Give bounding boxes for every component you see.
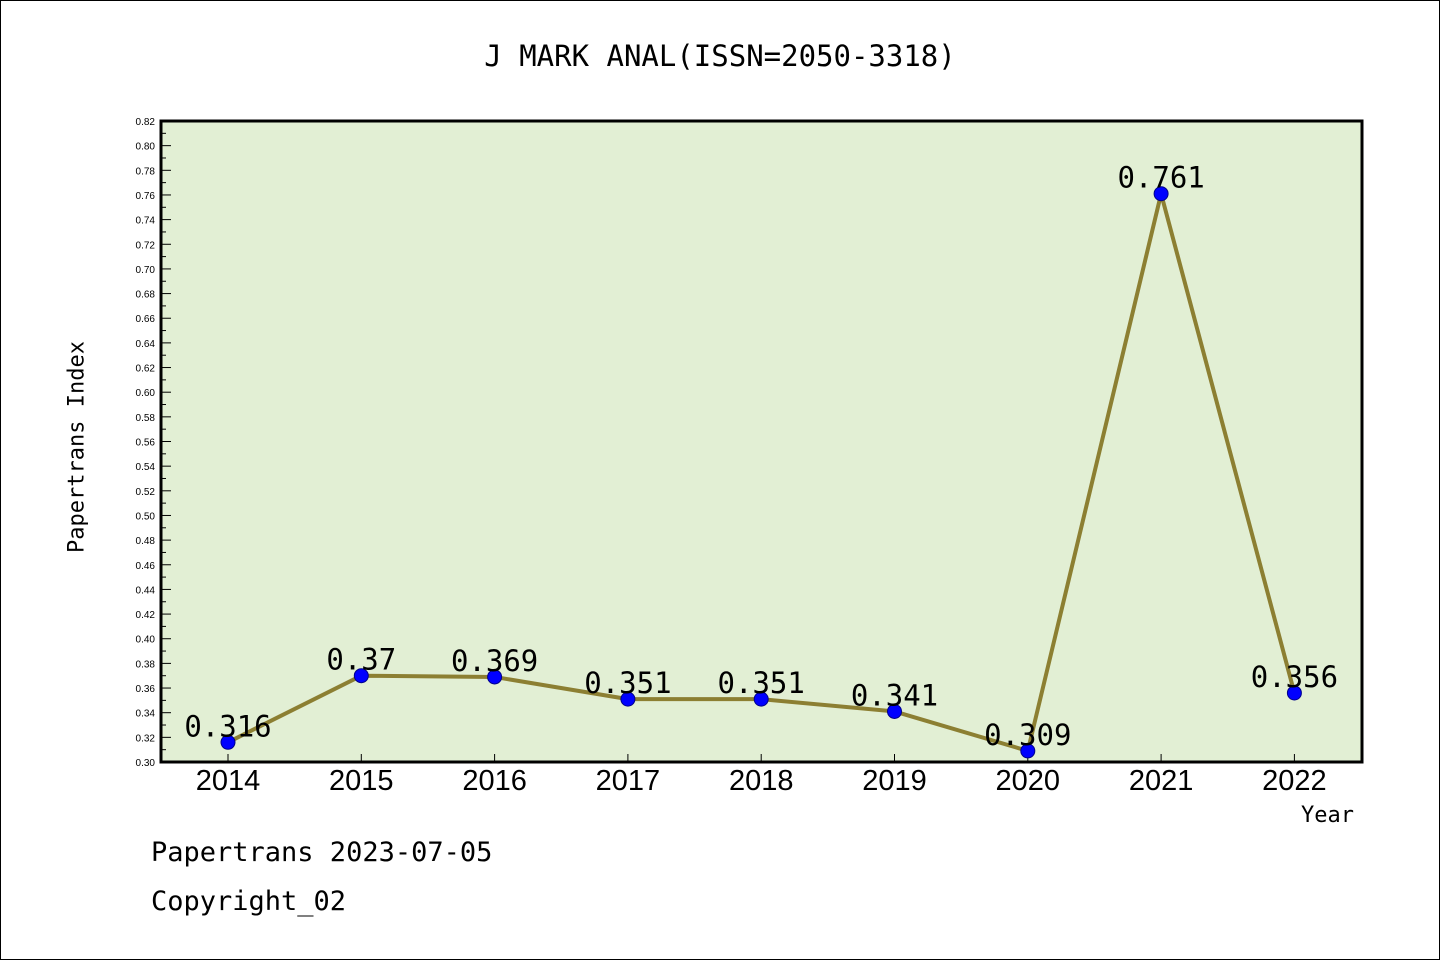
footer-copyright: Copyright_02 — [151, 886, 347, 917]
data-label: 0.351 — [718, 666, 805, 700]
y-axis: 0.30 0.32 0.34 0.36 0.38 0.40 0.42 0.44 0.46 0.48… — [136, 117, 171, 769]
y-tick-label: 0.40 — [136, 635, 156, 646]
data-label: 0.356 — [1251, 660, 1338, 694]
series-points-group — [220, 186, 1302, 759]
y-tick-label: 0.66 — [136, 314, 156, 325]
x-tick-label: 2022 — [1262, 765, 1327, 797]
data-label: 0.37 — [326, 643, 396, 677]
y-tick-label: 0.72 — [136, 240, 156, 251]
data-point — [353, 668, 369, 684]
y-tick-label: 0.56 — [136, 438, 156, 449]
y-tick-label: 0.74 — [136, 216, 156, 227]
x-axis-label: Year — [1301, 803, 1354, 828]
data-label: 0.316 — [184, 709, 271, 743]
x-tick-label: 2020 — [996, 765, 1061, 797]
y-tick-label: 0.32 — [136, 733, 156, 744]
y-tick-label: 0.60 — [136, 388, 156, 399]
data-label: 0.369 — [451, 644, 538, 678]
data-point — [620, 691, 636, 707]
data-label: 0.761 — [1117, 161, 1204, 195]
y-tick-label: 0.80 — [136, 142, 156, 153]
data-label: 0.341 — [851, 678, 938, 712]
plot-frame — [159, 119, 1364, 764]
y-tick-label: 0.46 — [136, 561, 156, 572]
y-tick-label: 0.54 — [136, 462, 156, 473]
data-point — [220, 734, 236, 750]
y-tick-label: 0.48 — [136, 536, 156, 547]
x-tick-label: 2016 — [462, 765, 527, 797]
y-tick-label: 0.76 — [136, 191, 156, 202]
data-point — [753, 691, 769, 707]
x-tick-label: 2017 — [596, 765, 661, 797]
y-tick-label: 0.34 — [136, 709, 156, 720]
y-tick-label: 0.30 — [136, 758, 156, 769]
x-tick-label: 2019 — [862, 765, 927, 797]
data-point — [887, 703, 902, 719]
y-tick-label: 0.82 — [136, 117, 156, 128]
data-labels-group: 0.316 0.37 0.369 0.351 0.351 0.341 0.309 0.761 0… — [184, 161, 1338, 752]
y-tick-label: 0.50 — [136, 511, 156, 522]
plot-area — [161, 121, 1362, 762]
x-axis: 2014 2015 2016 2017 2018 2019 2020 2021 2022 — [196, 754, 1327, 797]
y-tick-label: 0.58 — [136, 413, 156, 424]
footer-date: Papertrans 2023-07-05 — [151, 837, 493, 868]
y-tick-label: 0.68 — [136, 290, 156, 301]
x-tick-label: 2018 — [729, 765, 794, 797]
chart-title: J MARK ANAL(ISSN=2050-3318) — [484, 39, 956, 73]
y-axis-label: Papertrans Index — [64, 341, 90, 553]
y-tick-label: 0.36 — [136, 684, 156, 695]
y-tick-label: 0.42 — [136, 610, 156, 621]
y-tick-label: 0.44 — [136, 585, 156, 596]
x-tick-label: 2015 — [329, 765, 394, 797]
data-point — [1153, 186, 1169, 202]
y-tick-label: 0.62 — [136, 364, 156, 375]
data-label: 0.351 — [584, 666, 671, 700]
y-tick-label: 0.64 — [136, 339, 156, 350]
y-tick-label: 0.52 — [136, 487, 156, 498]
data-point — [1020, 743, 1036, 759]
x-tick-label: 2021 — [1129, 765, 1194, 797]
y-tick-label: 0.38 — [136, 659, 156, 670]
data-label: 0.309 — [984, 718, 1071, 752]
data-point — [1286, 685, 1302, 701]
y-tick-label: 0.78 — [136, 166, 156, 177]
x-tick-label: 2014 — [196, 765, 261, 797]
y-tick-label: 0.70 — [136, 265, 156, 276]
data-point — [487, 669, 503, 685]
